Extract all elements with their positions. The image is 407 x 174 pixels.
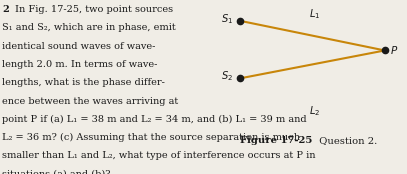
- Text: $S_1$: $S_1$: [221, 12, 233, 26]
- Text: 2: 2: [2, 5, 9, 14]
- Text: lengths, what is the phase differ-: lengths, what is the phase differ-: [2, 78, 165, 87]
- Text: In Fig. 17-25, two point sources: In Fig. 17-25, two point sources: [15, 5, 173, 14]
- Text: Question 2.: Question 2.: [313, 136, 377, 145]
- Text: Figure 17-25: Figure 17-25: [240, 136, 313, 145]
- Text: $S_2$: $S_2$: [221, 70, 233, 84]
- Text: length 2.0 m. In terms of wave-: length 2.0 m. In terms of wave-: [2, 60, 158, 69]
- Text: point P if (a) L₁ = 38 m and L₂ = 34 m, and (b) L₁ = 39 m and: point P if (a) L₁ = 38 m and L₂ = 34 m, …: [2, 115, 307, 124]
- Text: L₂ = 36 m? (c) Assuming that the source separation is much: L₂ = 36 m? (c) Assuming that the source …: [2, 133, 300, 142]
- Text: smaller than L₁ and L₂, what type of interference occurs at P in: smaller than L₁ and L₂, what type of int…: [2, 151, 316, 160]
- Text: S₁ and S₂, which are in phase, emit: S₁ and S₂, which are in phase, emit: [2, 23, 176, 33]
- Text: identical sound waves of wave-: identical sound waves of wave-: [2, 42, 155, 51]
- Text: $L_1$: $L_1$: [309, 7, 320, 21]
- Text: ence between the waves arriving at: ence between the waves arriving at: [2, 97, 179, 106]
- Text: situations (a) and (b)?: situations (a) and (b)?: [2, 170, 111, 174]
- Text: $L_2$: $L_2$: [309, 104, 320, 118]
- Text: $P$: $P$: [390, 45, 398, 56]
